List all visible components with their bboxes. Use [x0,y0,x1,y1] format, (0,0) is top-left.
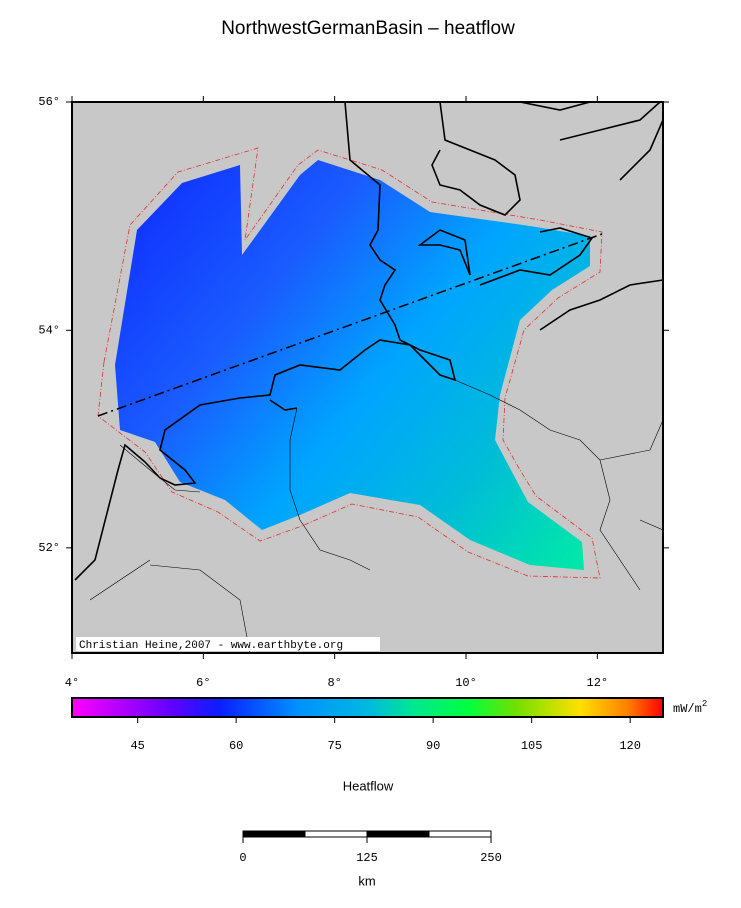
colorbar-tick-label: 105 [521,739,543,753]
scalebar-label: km [358,873,375,888]
profile-line [97,233,603,417]
x-tick-label: 4° [65,676,79,690]
scalebar-tick-label: 0 [239,851,246,865]
credit-box [76,637,380,651]
colorbar-unit-power: 2 [702,699,707,709]
colorbar [71,697,664,718]
scalebar-tick-label: 125 [356,851,378,865]
coastline [74,102,663,581]
x-tick-label: 6° [196,676,210,690]
colorbar-tick-label: 120 [619,739,641,753]
scalebar-segment [366,830,430,838]
y-tick-label: 52° [38,541,60,555]
y-tick-label: 54° [38,323,60,337]
heatflow-grid [115,160,590,570]
colorbar-tick-label: 75 [327,739,341,753]
y-tick-label: 56° [38,95,60,109]
colorbar-unit-base: mW/m [673,702,702,716]
map-frame [71,101,664,654]
colorbar-label: Heatflow [343,778,394,793]
map-title: NorthwestGermanBasin – heatflow [221,18,515,39]
colorbar-tick-label: 90 [426,739,440,753]
scalebar-segment [242,830,306,838]
basin-outline [97,147,603,579]
scalebar-segment [304,830,368,838]
x-tick-label: 12° [587,676,609,690]
colorbar-tick-label: 45 [130,739,144,753]
credit: Christian Heine,2007 - www.earthbyte.org [79,640,343,652]
colorbar-tick-label: 60 [229,739,243,753]
x-tick-label: 10° [455,676,477,690]
scalebar-segment [428,830,492,838]
map-area: Christian Heine,2007 - www.earthbyte.org [72,102,663,653]
colorbar-unit: mW/m2 [673,699,707,716]
scalebar-tick-label: 250 [480,851,502,865]
x-tick-label: 8° [327,676,341,690]
borders [89,379,663,653]
